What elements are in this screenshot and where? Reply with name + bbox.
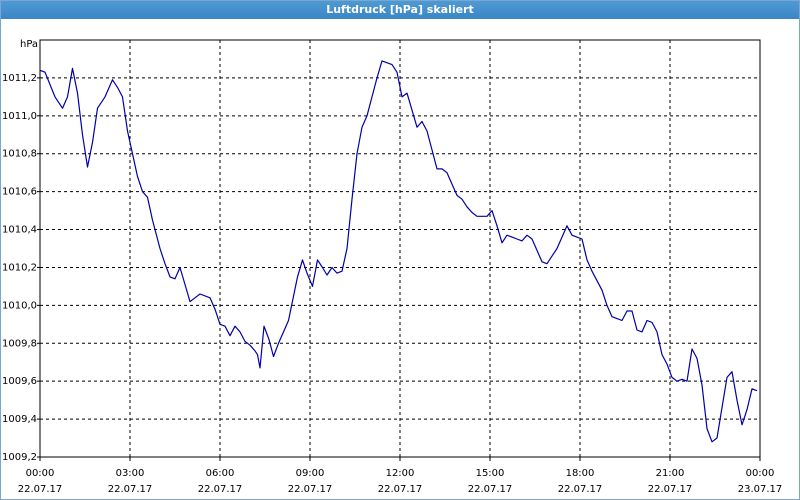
y-tick-label: 1010,4 xyxy=(2,225,37,236)
y-tick-label: 1009,8 xyxy=(2,338,37,349)
chart-grid xyxy=(40,40,760,457)
x-tick-date-label: 22.07.17 xyxy=(18,484,63,495)
x-tick-time-label: 03:00 xyxy=(116,468,145,479)
x-tick-date-label: 22.07.17 xyxy=(468,484,513,495)
y-axis-ticks: 1009,2 1009,4 1009,6 1009,8 1010,0 1010,2 1010… xyxy=(2,73,40,463)
x-tick-date-label: 22.07.17 xyxy=(288,484,333,495)
y-tick-label: 1011,2 xyxy=(2,73,37,84)
series-group xyxy=(39,60,758,443)
x-tick-date-label: 23.07.17 xyxy=(738,484,783,495)
x-tick-time-label: 00:00 xyxy=(746,468,775,479)
y-tick-label: 1011,0 xyxy=(2,111,37,122)
window-title: Luftdruck [hPa] skaliert xyxy=(1,1,799,19)
y-tick-label: 1010,6 xyxy=(2,187,37,198)
y-axis-unit-label: hPa xyxy=(20,39,38,50)
x-tick-time-label: 15:00 xyxy=(476,468,505,479)
y-tick-label: 1010,8 xyxy=(2,149,37,160)
y-tick-label: 1009,4 xyxy=(2,414,37,425)
y-tick-label: 1009,2 xyxy=(2,452,37,463)
y-tick-label: 1009,6 xyxy=(2,376,37,387)
x-tick-time-label: 00:00 xyxy=(26,468,55,479)
x-tick-time-label: 21:00 xyxy=(656,468,685,479)
pressure-series-line xyxy=(39,60,758,443)
x-axis-ticks: 00:00 22.07.17 03:00 22.07.17 06:00 22.07.17 0… xyxy=(18,457,783,495)
x-tick-time-label: 09:00 xyxy=(296,468,325,479)
y-tick-label: 1010,0 xyxy=(2,300,37,311)
x-tick-date-label: 22.07.17 xyxy=(378,484,423,495)
x-tick-date-label: 22.07.17 xyxy=(648,484,693,495)
y-tick-label: 1010,2 xyxy=(2,262,37,273)
x-tick-time-label: 18:00 xyxy=(566,468,595,479)
x-tick-time-label: 06:00 xyxy=(206,468,235,479)
x-tick-date-label: 22.07.17 xyxy=(198,484,243,495)
x-tick-time-label: 12:00 xyxy=(386,468,415,479)
x-tick-date-label: 22.07.17 xyxy=(558,484,603,495)
x-tick-date-label: 22.07.17 xyxy=(108,484,153,495)
